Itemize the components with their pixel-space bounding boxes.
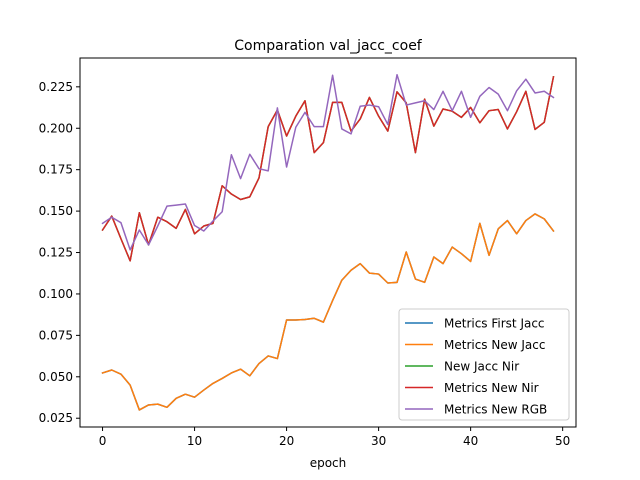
x-tick-label: 20	[279, 434, 294, 448]
legend-label: Metrics New Jacc	[444, 338, 545, 352]
y-tick-label: 0.025	[39, 411, 73, 425]
x-tick-label: 10	[187, 434, 202, 448]
y-tick-label: 0.100	[39, 287, 73, 301]
y-tick-label: 0.075	[39, 328, 73, 342]
x-tick-label: 50	[555, 434, 570, 448]
legend-box	[398, 308, 570, 421]
legend-label: Metrics First Jacc	[444, 317, 545, 331]
x-tick-label: 40	[463, 434, 478, 448]
legend-label: Metrics New Nir	[444, 381, 539, 395]
y-tick-label: 0.175	[39, 163, 73, 177]
chart-title: Comparation val_jacc_coef	[234, 38, 423, 54]
series-lines	[101, 73, 555, 411]
x-tick-label: 30	[371, 434, 386, 448]
x-axis-label: epoch	[310, 456, 347, 470]
x-tick-label: 0	[99, 434, 107, 448]
legend-label: New Jacc Nir	[444, 360, 519, 374]
series-line-metrics-new-nir	[101, 76, 555, 262]
legend-label: Metrics New RGB	[444, 403, 547, 417]
y-tick-label: 0.225	[39, 80, 73, 94]
series-line-metrics-new-jacc	[101, 213, 555, 411]
y-tick-label: 0.150	[39, 204, 73, 218]
series-line-metrics-new-rgb	[101, 73, 555, 251]
plot-frame	[79, 57, 577, 428]
y-tick-label: 0.200	[39, 121, 73, 135]
y-tick-label: 0.125	[39, 246, 73, 260]
legend: Metrics First Jacc Metrics New Jacc New Ja…	[398, 308, 570, 421]
y-tick-label: 0.050	[39, 370, 73, 384]
x-axis: 0 10 20 30 40 50	[99, 427, 570, 448]
y-axis: 0.025 0.050 0.075 0.100 0.125 0.150 0.175 0.200…	[39, 80, 80, 425]
